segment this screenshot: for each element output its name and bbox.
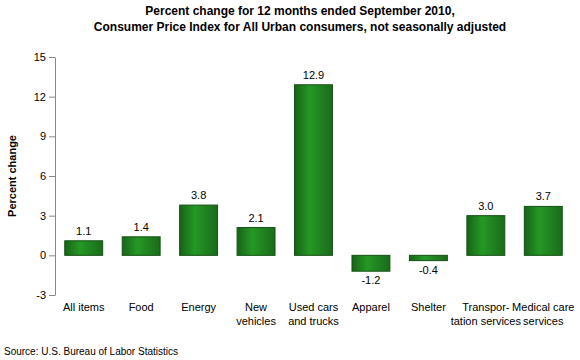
data-label: 2.1 — [248, 212, 263, 224]
y-tick-label: -3 — [36, 289, 46, 301]
x-tick-label: All items — [63, 301, 105, 313]
y-axis-title: Percent change — [6, 135, 18, 217]
y-tick-label: 6 — [40, 170, 46, 182]
y-tick-mark — [49, 255, 55, 256]
data-label: 1.4 — [134, 221, 149, 233]
y-axis: -3 0 3 6 9 12 15 — [34, 51, 56, 301]
y-tick-mark — [49, 57, 55, 58]
y-tick-mark — [49, 216, 55, 217]
x-tick-label-line: Food — [129, 301, 154, 313]
y-tick: -3 — [36, 289, 55, 301]
bar — [65, 241, 103, 256]
x-tick-label: Apparel — [352, 301, 390, 313]
x-tick-label-line: Apparel — [352, 301, 390, 313]
title: Percent change for 12 months ended Septe… — [145, 4, 454, 18]
x-tick-label-line: tation services — [451, 315, 522, 327]
x-tick: Shelter — [411, 295, 446, 313]
x-tick-label: New vehicles — [236, 301, 276, 326]
data-labels: 1.1 1.4 3.8 2.1 12.9 -1.2 -0.4 3.0 3.7 — [76, 69, 551, 286]
x-tick-label: Medical care services — [512, 301, 574, 326]
x-tick: New vehicles — [236, 295, 276, 327]
x-tick: Used cars and trucks — [288, 295, 339, 327]
bar — [237, 228, 275, 256]
bar — [295, 85, 333, 256]
y-axis-line — [55, 58, 56, 296]
x-tick-label-line: Shelter — [411, 301, 446, 313]
y-tick: 3 — [40, 210, 55, 222]
x-tick: Apparel — [352, 295, 390, 313]
bar — [352, 255, 390, 271]
bar — [122, 237, 160, 256]
y-tick-label: 15 — [34, 51, 46, 63]
bar — [180, 205, 218, 255]
bar — [409, 255, 447, 260]
data-label: -1.2 — [361, 274, 380, 286]
bar — [467, 216, 505, 256]
y-tick-label: 9 — [40, 130, 46, 142]
x-tick-label: Transpor-tation services — [451, 301, 522, 326]
x-tick: Food — [129, 295, 154, 313]
data-label: 3.0 — [478, 200, 493, 212]
x-tick: Energy — [181, 295, 216, 313]
x-tick-label: Used cars and trucks — [288, 301, 339, 326]
y-tick: 12 — [34, 91, 55, 103]
x-tick-label: Shelter — [411, 301, 446, 313]
source-note: Source: U.S. Bureau of Labor Statistics — [4, 346, 178, 357]
y-tick-mark — [49, 295, 55, 296]
y-tick: 6 — [40, 170, 55, 182]
x-tick-label-line: services — [523, 315, 564, 327]
data-label: 12.9 — [303, 69, 324, 81]
data-label: 3.7 — [536, 190, 551, 202]
y-tick: 9 — [40, 130, 55, 142]
x-tick-label-line: Used cars — [289, 301, 339, 313]
y-tick-mark — [49, 97, 55, 98]
chart-container: Percent change for 12 months ended Septe… — [0, 0, 580, 360]
y-tick-label: 12 — [34, 91, 46, 103]
data-label: 3.8 — [191, 189, 206, 201]
plot: -3 0 3 6 9 12 15 All items Food Energy New vehicles… — [34, 51, 575, 326]
x-tick: Medical care services — [512, 295, 574, 327]
x-axis: All items Food Energy New vehicles Used cars a… — [56, 295, 575, 327]
subtitle: Consumer Price Index for All Urban consu… — [94, 20, 506, 34]
x-tick-label-line: vehicles — [236, 315, 276, 327]
y-tick: 15 — [34, 51, 55, 63]
x-tick-label: Energy — [181, 301, 216, 313]
y-tick-mark — [49, 176, 55, 177]
x-tick: Transpor-tation services — [451, 295, 522, 327]
x-axis-line — [56, 295, 573, 296]
x-tick: All items — [63, 295, 105, 313]
x-tick-label-line: Energy — [181, 301, 216, 313]
x-tick-label: Food — [129, 301, 154, 313]
data-label: 1.1 — [76, 225, 91, 237]
x-tick-label-line: All items — [63, 301, 105, 313]
x-tick-label-line: and trucks — [288, 315, 339, 327]
y-tick: 0 — [40, 249, 55, 261]
bars — [65, 85, 562, 271]
x-tick-label-line: New — [245, 301, 267, 313]
y-tick-label: 0 — [40, 249, 46, 261]
x-tick-label-line: Transpor- — [462, 301, 510, 313]
x-tick-label-line: Medical care — [512, 301, 574, 313]
chart-svg: Percent change for 12 months ended Septe… — [0, 0, 580, 360]
y-tick-mark — [49, 136, 55, 137]
bar — [524, 206, 562, 255]
y-tick-label: 3 — [40, 210, 46, 222]
data-label: -0.4 — [419, 264, 438, 276]
